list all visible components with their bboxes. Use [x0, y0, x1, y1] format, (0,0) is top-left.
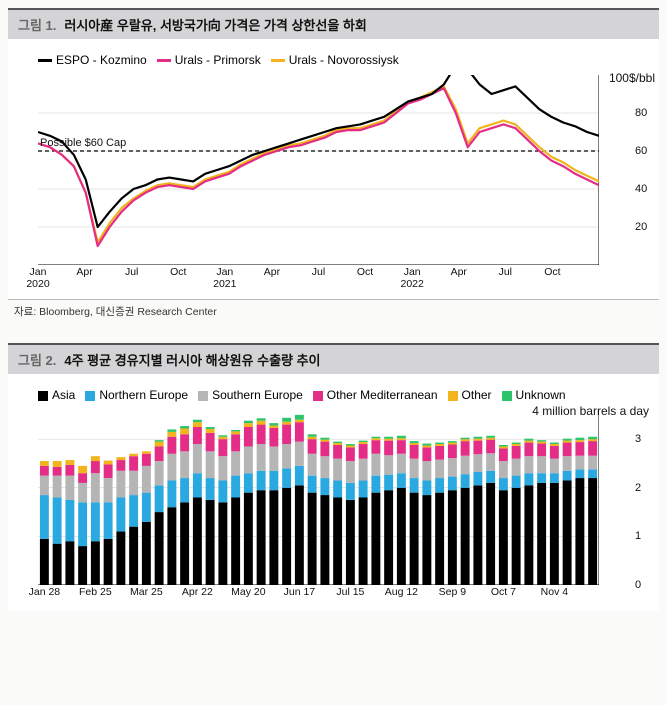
figure-1-title: 러시아産 우랄유, 서방국가向 가격은 가격 상한선을 하회 — [64, 15, 366, 34]
legend-swatch — [313, 391, 323, 401]
xtick-label: Jul 15 — [336, 587, 364, 599]
figure-1-label: 그림 1. — [18, 15, 56, 34]
xtick-label: Jun 17 — [284, 587, 316, 599]
legend-text: ESPO - Kozmino — [56, 53, 147, 67]
legend-text: Urals - Primorsk — [175, 53, 261, 67]
ytick-label: 80 — [635, 107, 647, 119]
ytick-label: 20 — [635, 221, 647, 233]
xtick-label: Oct — [357, 267, 373, 279]
figure-1-source: 자료: Bloomberg, 대신증권 Research Center — [8, 299, 659, 323]
ytick-label: 3 — [635, 433, 641, 445]
legend-text: Asia — [52, 388, 75, 402]
ytick-label: 40 — [635, 183, 647, 195]
figure-1-xaxis: Jan2020AprJulOctJan2021AprJulOctJan2022A… — [38, 267, 599, 295]
figure-2-titlebar: 그림 2. 4주 평균 경유지별 러시아 해상원유 수출량 추이 — [8, 343, 659, 374]
xtick-label: Jul — [125, 267, 138, 279]
xtick-label: Apr — [264, 267, 280, 279]
xtick-label: Apr — [451, 267, 467, 279]
xtick-label: Oct — [170, 267, 186, 279]
xtick-label: Sep 9 — [439, 587, 466, 599]
xtick-label: Jan 28 — [29, 587, 61, 599]
legend-text: Southern Europe — [212, 388, 303, 402]
legend-text: Unknown — [516, 388, 566, 402]
xtick-label: Jan2022 — [400, 267, 423, 290]
figure-2-yunit: 4 million barrels a day — [529, 404, 649, 418]
ytick-label: 0 — [635, 579, 641, 591]
xtick-label: Aug 12 — [385, 587, 418, 599]
legend-item: Unknown — [502, 388, 566, 402]
xtick-label: Apr 22 — [182, 587, 213, 599]
legend-text: Other Mediterranean — [327, 388, 438, 402]
figure-1-plot-area: 100$/bbl Possible $60 Cap 20406080 — [38, 75, 599, 265]
xtick-label: Jul — [499, 267, 512, 279]
figure-1-chart: ESPO - Kozmino Urals - Primorsk Urals - No… — [8, 39, 659, 299]
figure-2-svg — [38, 410, 599, 585]
legend-item: Urals - Primorsk — [157, 53, 261, 67]
legend-swatch — [38, 59, 52, 62]
figure-2-panel: 그림 2. 4주 평균 경유지별 러시아 해상원유 수출량 추이 Asia Nor… — [8, 343, 659, 611]
legend-swatch — [448, 391, 458, 401]
xtick-label: May 20 — [231, 587, 265, 599]
ytick-label: 2 — [635, 482, 641, 494]
legend-swatch — [157, 59, 171, 62]
figure-1-cap-label: Possible $60 Cap — [40, 137, 126, 149]
legend-item: Urals - Novorossiysk — [271, 53, 399, 67]
legend-item: Southern Europe — [198, 388, 303, 402]
legend-item: Northern Europe — [85, 388, 188, 402]
figure-2-chart: Asia Northern Europe Southern Europe Other … — [8, 374, 659, 611]
legend-swatch — [271, 59, 285, 62]
legend-swatch — [198, 391, 208, 401]
xtick-label: Feb 25 — [79, 587, 112, 599]
legend-item: ESPO - Kozmino — [38, 53, 147, 67]
ytick-label: 60 — [635, 145, 647, 157]
figure-2-title: 4주 평균 경유지별 러시아 해상원유 수출량 추이 — [64, 350, 320, 369]
figure-1-yunit: 100$/bbl — [609, 71, 655, 85]
legend-swatch — [85, 391, 95, 401]
xtick-label: Oct 7 — [491, 587, 516, 599]
xtick-label: Mar 25 — [130, 587, 163, 599]
legend-text: Urals - Novorossiysk — [289, 53, 399, 67]
figure-1-legend: ESPO - Kozmino Urals - Primorsk Urals - No… — [8, 49, 659, 75]
figure-2-plot-area: 4 million barrels a day 0123 — [38, 410, 599, 585]
figure-2-xaxis: Jan 28Feb 25Mar 25Apr 22May 20Jun 17Jul … — [38, 587, 599, 607]
legend-text: Other — [462, 388, 492, 402]
legend-text: Northern Europe — [99, 388, 188, 402]
xtick-label: Oct — [544, 267, 560, 279]
xtick-label: Jul — [312, 267, 325, 279]
legend-swatch — [38, 391, 48, 401]
figure-1-svg — [38, 75, 599, 265]
figure-1-titlebar: 그림 1. 러시아産 우랄유, 서방국가向 가격은 가격 상한선을 하회 — [8, 8, 659, 39]
xtick-label: Jan2021 — [213, 267, 236, 290]
xtick-label: Jan2020 — [26, 267, 49, 290]
figure-2-label: 그림 2. — [18, 350, 56, 369]
legend-swatch — [502, 391, 512, 401]
xtick-label: Nov 4 — [541, 587, 568, 599]
xtick-label: Apr — [76, 267, 92, 279]
legend-item: Asia — [38, 388, 75, 402]
figure-1-panel: 그림 1. 러시아産 우랄유, 서방국가向 가격은 가격 상한선을 하회 ESP… — [8, 8, 659, 323]
legend-item: Other Mediterranean — [313, 388, 438, 402]
ytick-label: 1 — [635, 530, 641, 542]
legend-item: Other — [448, 388, 492, 402]
